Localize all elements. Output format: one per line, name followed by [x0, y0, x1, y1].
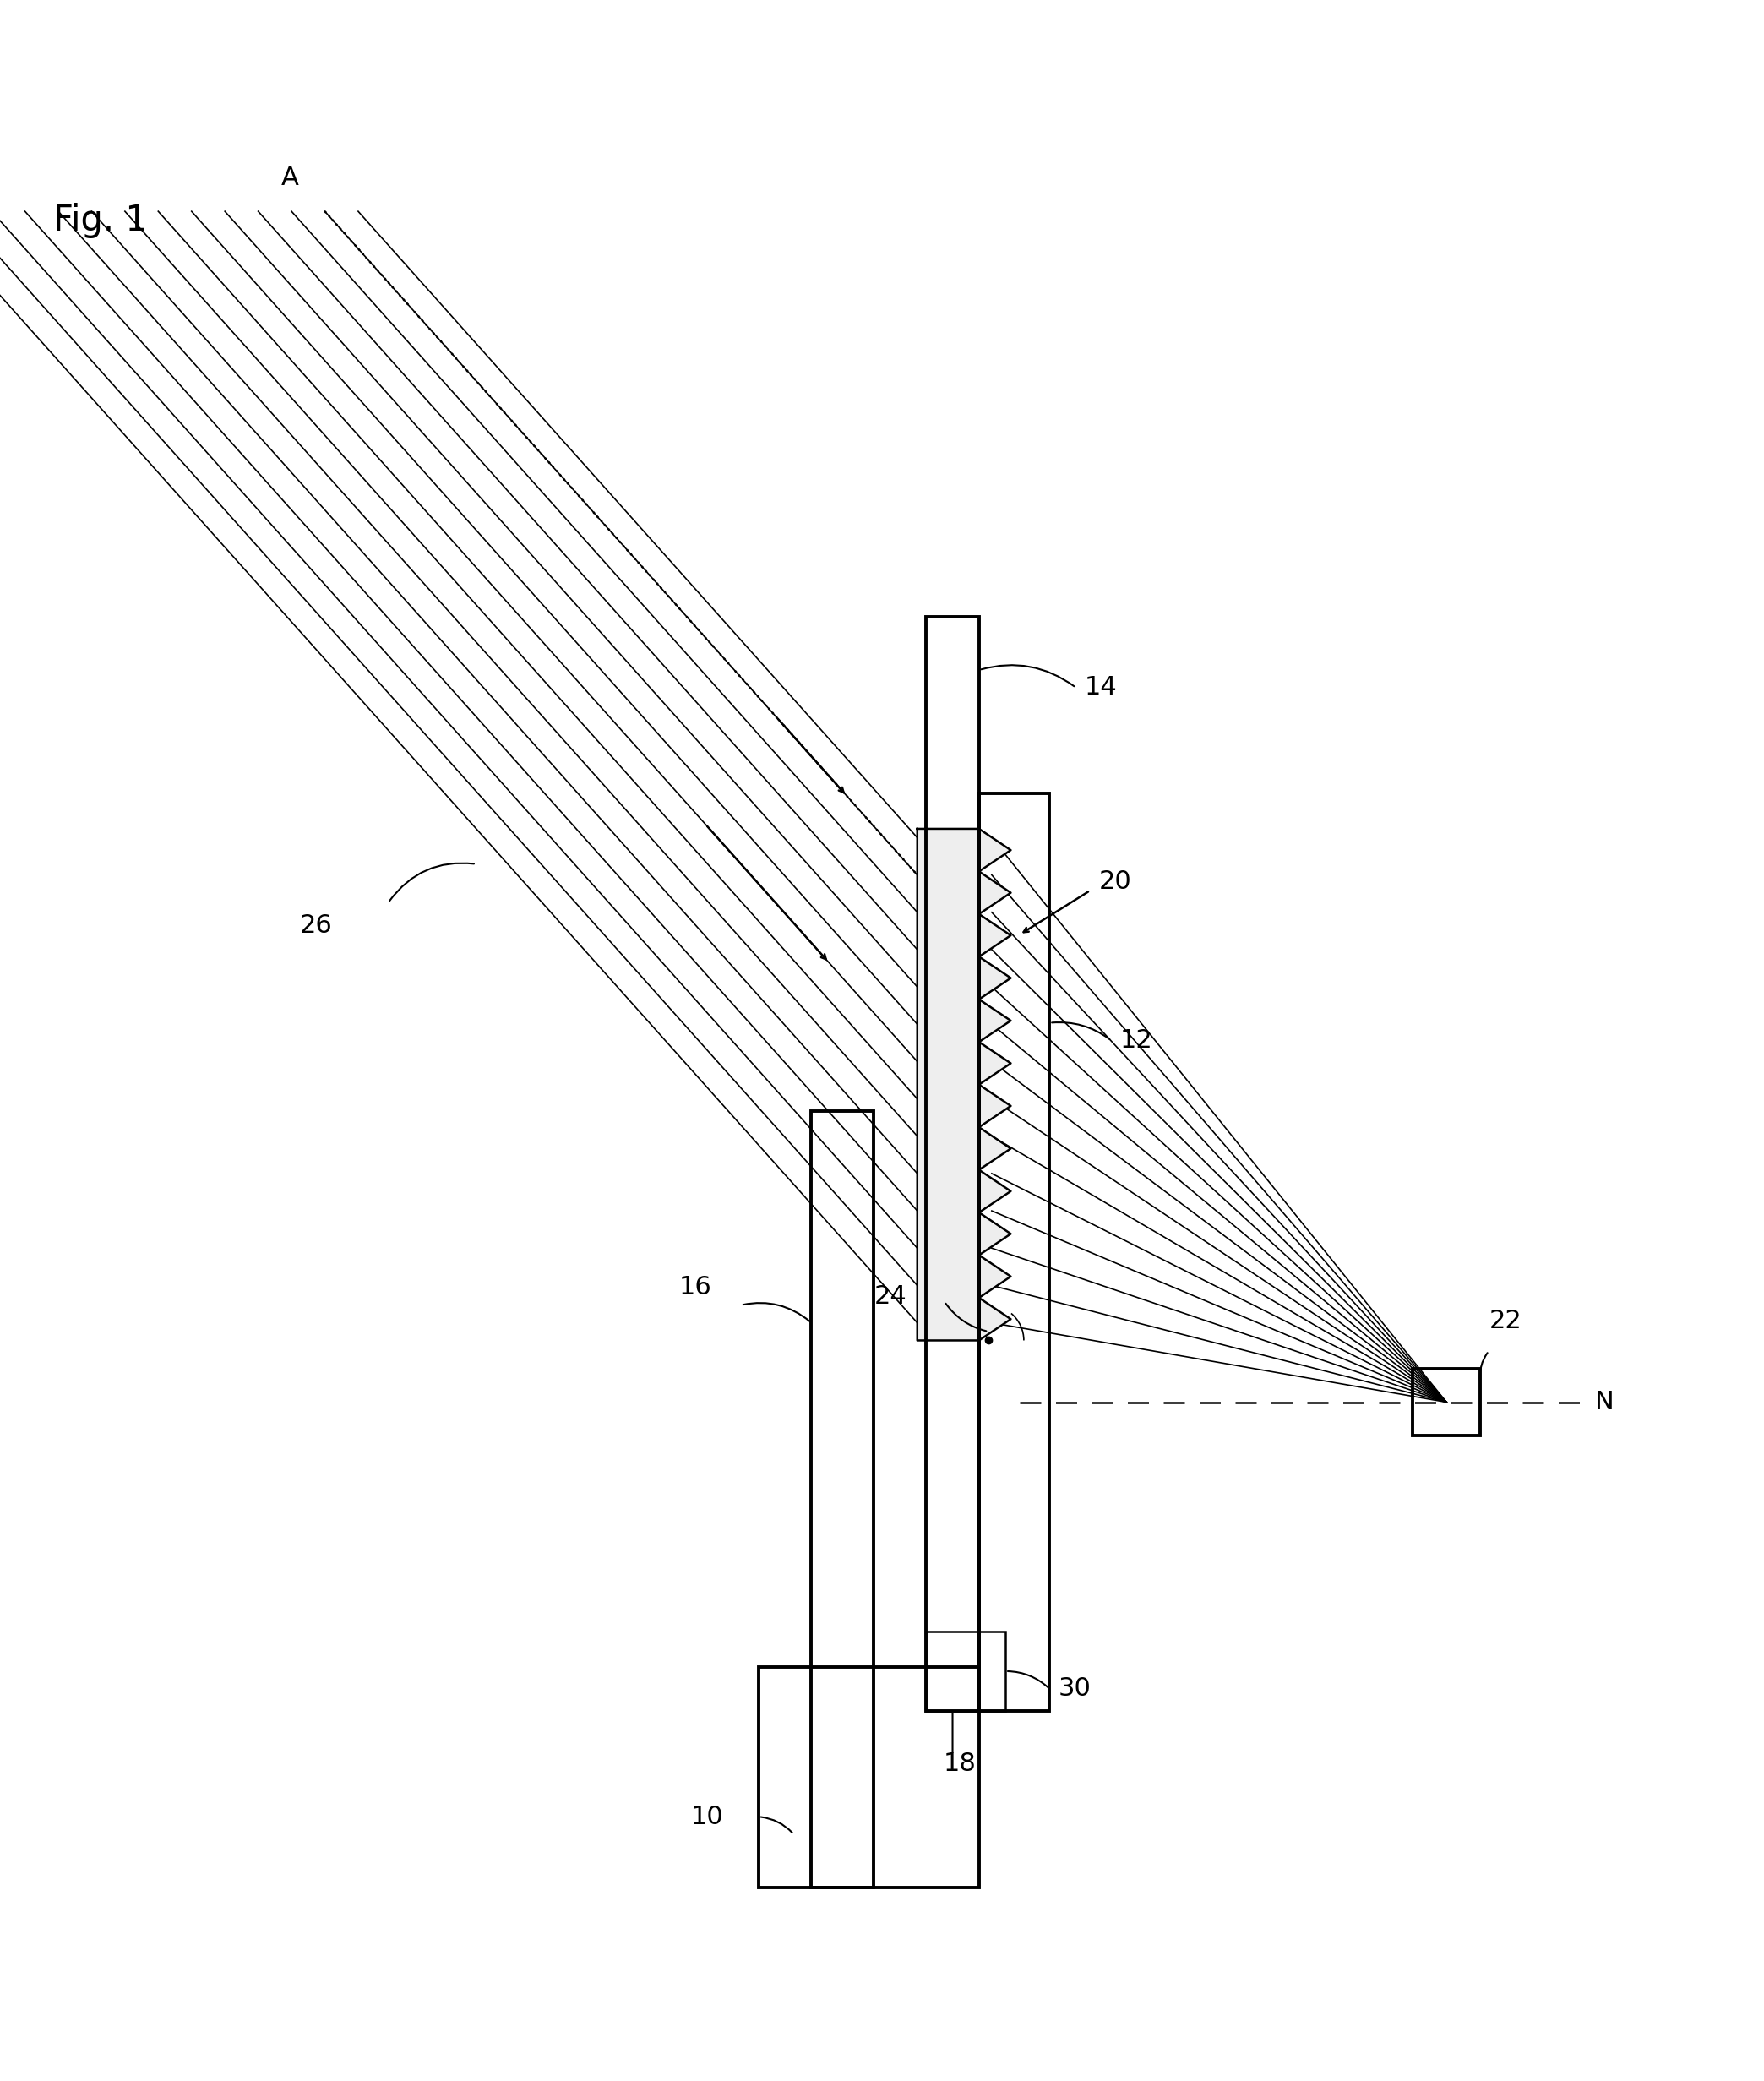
Polygon shape	[917, 828, 1011, 1340]
Bar	[759, 1667, 979, 1887]
Text: 26: 26	[300, 914, 333, 939]
Text: 16: 16	[679, 1276, 713, 1301]
Text: A: A	[280, 166, 298, 189]
Bar	[1413, 1369, 1480, 1436]
Text: 24: 24	[873, 1284, 907, 1309]
Bar	[926, 618, 979, 1711]
Text: N: N	[1595, 1390, 1614, 1415]
Text: 12: 12	[1120, 1028, 1154, 1053]
Bar	[811, 1111, 873, 1887]
Text: 30: 30	[1058, 1677, 1092, 1700]
Bar	[979, 793, 1050, 1711]
Text: 10: 10	[690, 1804, 723, 1829]
Bar	[926, 1632, 1005, 1711]
Text: 22: 22	[1489, 1309, 1522, 1334]
Text: 20: 20	[1099, 870, 1132, 895]
Text: Fig. 1: Fig. 1	[53, 202, 148, 237]
Text: 14: 14	[1085, 676, 1118, 699]
Text: 18: 18	[944, 1752, 977, 1775]
